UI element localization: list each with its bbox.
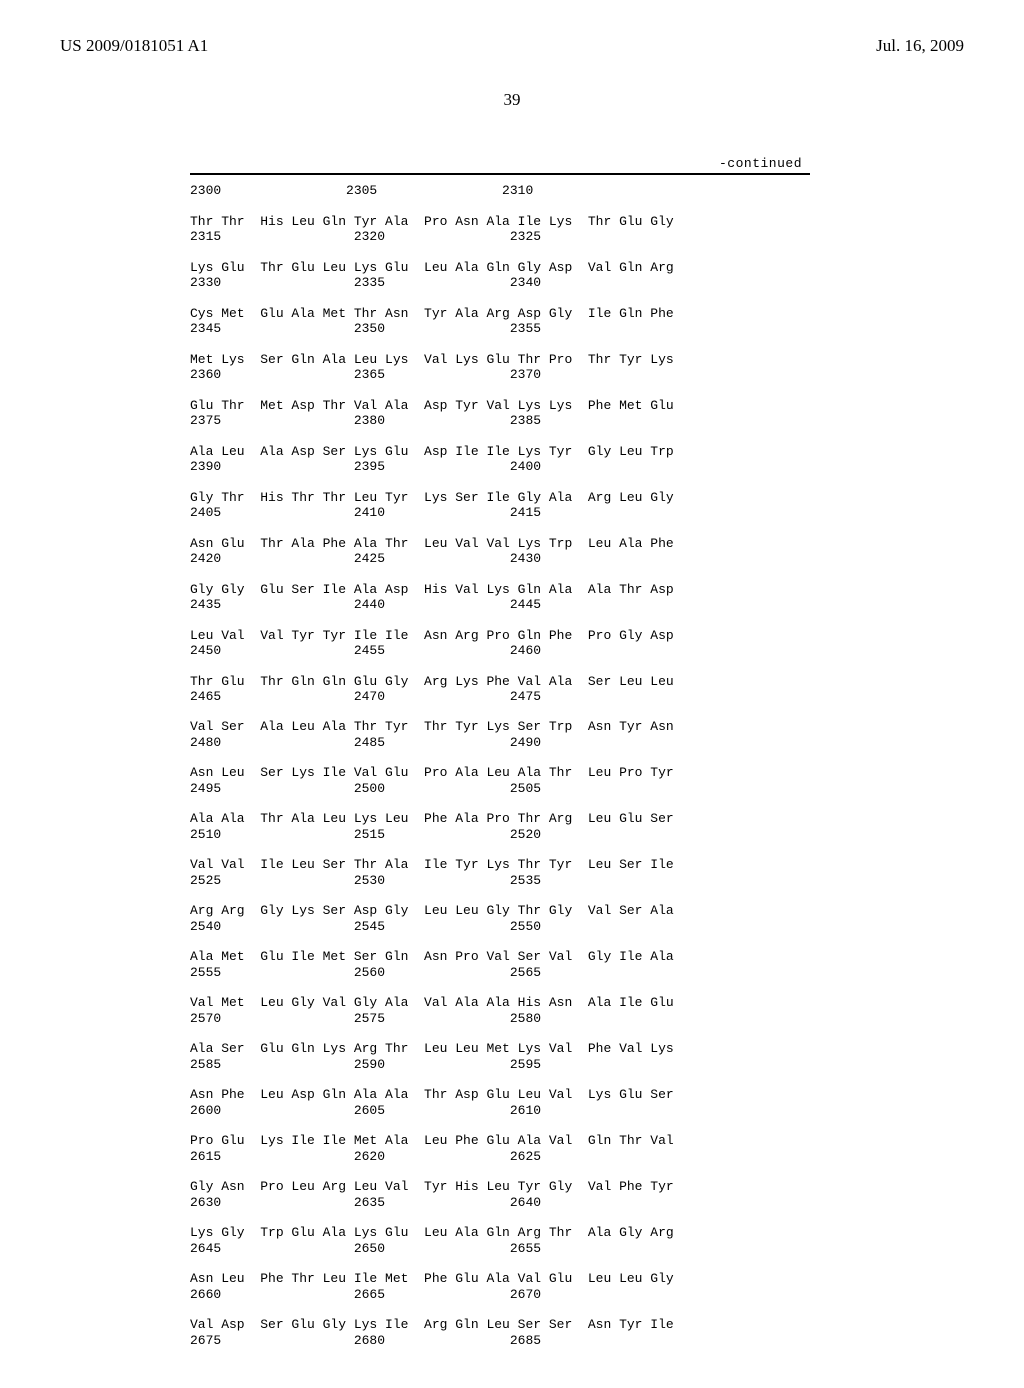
top-rule xyxy=(190,173,810,175)
sequence-block: -continued 2300 2305 2310 Thr Thr His Le… xyxy=(190,156,810,1348)
sequence-listing: 2300 2305 2310 Thr Thr His Leu Gln Tyr A… xyxy=(190,183,810,1348)
pub-number: US 2009/0181051 A1 xyxy=(60,36,208,56)
continued-label: -continued xyxy=(190,156,810,171)
pub-date: Jul. 16, 2009 xyxy=(876,36,964,56)
page-root: US 2009/0181051 A1 Jul. 16, 2009 39 -con… xyxy=(0,0,1024,1388)
page-number: 39 xyxy=(60,90,964,110)
page-header: US 2009/0181051 A1 Jul. 16, 2009 xyxy=(60,36,964,56)
